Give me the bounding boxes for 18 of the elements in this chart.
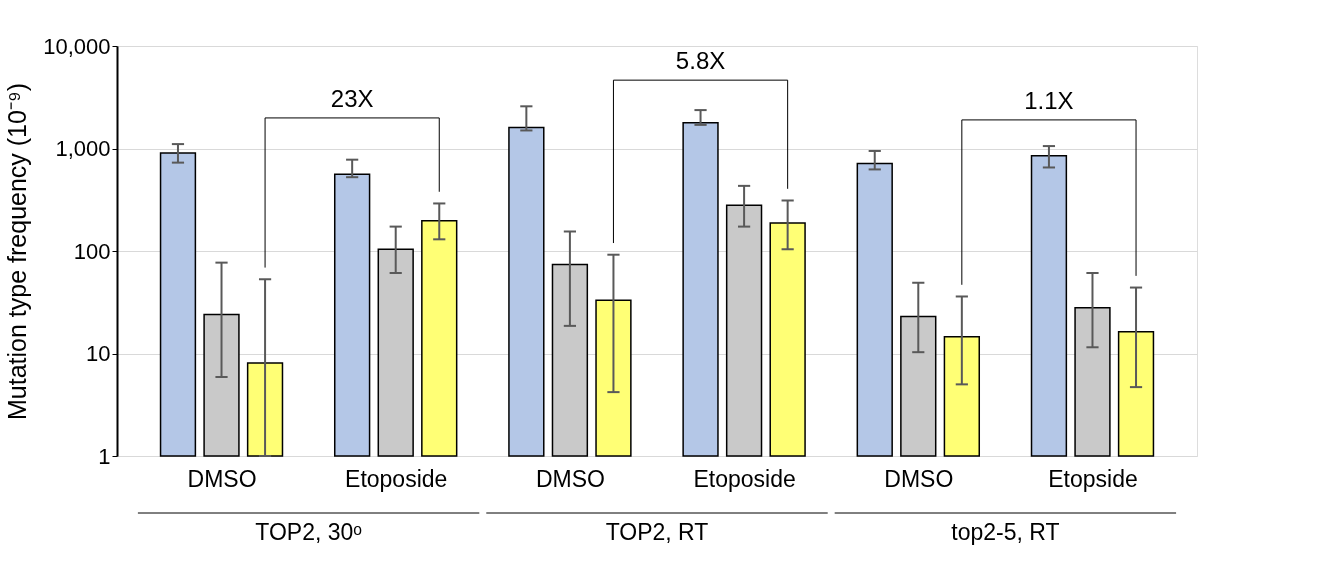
- text: TOP2, 30ᵒ: [255, 519, 363, 545]
- x-tick-label: DMSO: [535, 465, 605, 492]
- y-tick-label: 100: [73, 238, 111, 264]
- x-tick-label: DMSO: [884, 465, 954, 492]
- x-tick-label: Etoposide: [693, 465, 796, 492]
- y-axis-title: Mutation type frequency (10⁻⁹): [3, 83, 32, 420]
- x-tick-label: DMSO: [187, 465, 257, 492]
- y-tick-label: 1: [98, 443, 111, 469]
- y-tick-label: 10,000: [43, 33, 111, 59]
- annotation: 5.8X: [675, 47, 726, 75]
- x-tick-label: Etoposide: [345, 465, 448, 492]
- text: TOP2, RT: [605, 519, 709, 545]
- annotation: 1.1X: [1024, 86, 1074, 114]
- text: top2-5, RT: [951, 519, 1060, 545]
- x-tick-label: Etopside: [1048, 465, 1138, 492]
- y-tick-label: 10: [86, 341, 111, 366]
- y-tick-label: 1,000: [55, 136, 111, 161]
- annotation: 23X: [330, 84, 374, 112]
